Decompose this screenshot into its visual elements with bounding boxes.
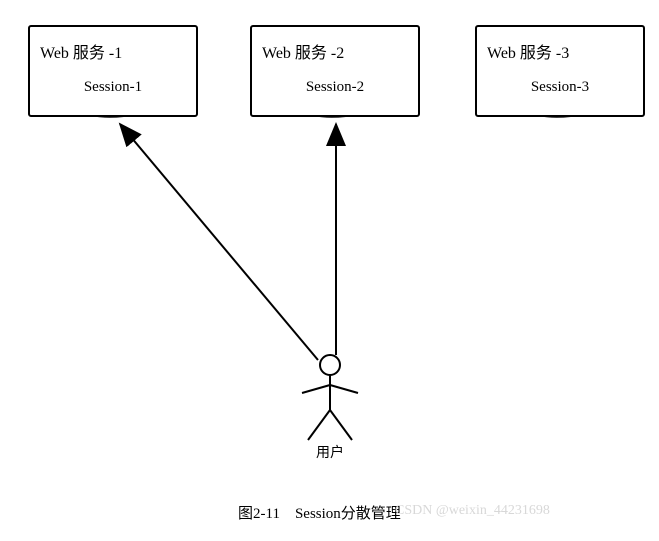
server-box-2: Web 服务 -2 Session-2 bbox=[250, 25, 420, 117]
arrow-1 bbox=[120, 124, 318, 360]
user-leg-left bbox=[308, 410, 330, 440]
figure-caption: 图2-11 Session分散管理 bbox=[238, 502, 401, 523]
user-label: 用户 bbox=[316, 442, 344, 462]
session-wrap: Session-2 bbox=[262, 71, 408, 104]
watermark-text: CSDN @weixin_44231698 bbox=[395, 503, 550, 519]
server-title: Web 服务 -2 bbox=[262, 39, 408, 63]
server-box-3: Web 服务 -3 Session-3 bbox=[475, 25, 645, 117]
session-label: Session-1 bbox=[80, 71, 146, 104]
user-head-icon bbox=[320, 355, 340, 375]
user-arm-right bbox=[330, 385, 358, 393]
session-label: Session-2 bbox=[302, 71, 368, 104]
arrows bbox=[120, 124, 336, 360]
server-title: Web 服务 -1 bbox=[40, 39, 186, 63]
server-title: Web 服务 -3 bbox=[487, 39, 633, 63]
user-arm-left bbox=[302, 385, 330, 393]
server-box-1: Web 服务 -1 Session-1 bbox=[28, 25, 198, 117]
session-wrap: Session-3 bbox=[487, 71, 633, 104]
diagram-canvas: Web 服务 -1Session-1Web 服务 -2Session-2Web … bbox=[0, 0, 659, 541]
session-label: Session-3 bbox=[527, 71, 593, 104]
user-figure-icon bbox=[302, 355, 358, 440]
user-leg-right bbox=[330, 410, 352, 440]
session-wrap: Session-1 bbox=[40, 71, 186, 104]
